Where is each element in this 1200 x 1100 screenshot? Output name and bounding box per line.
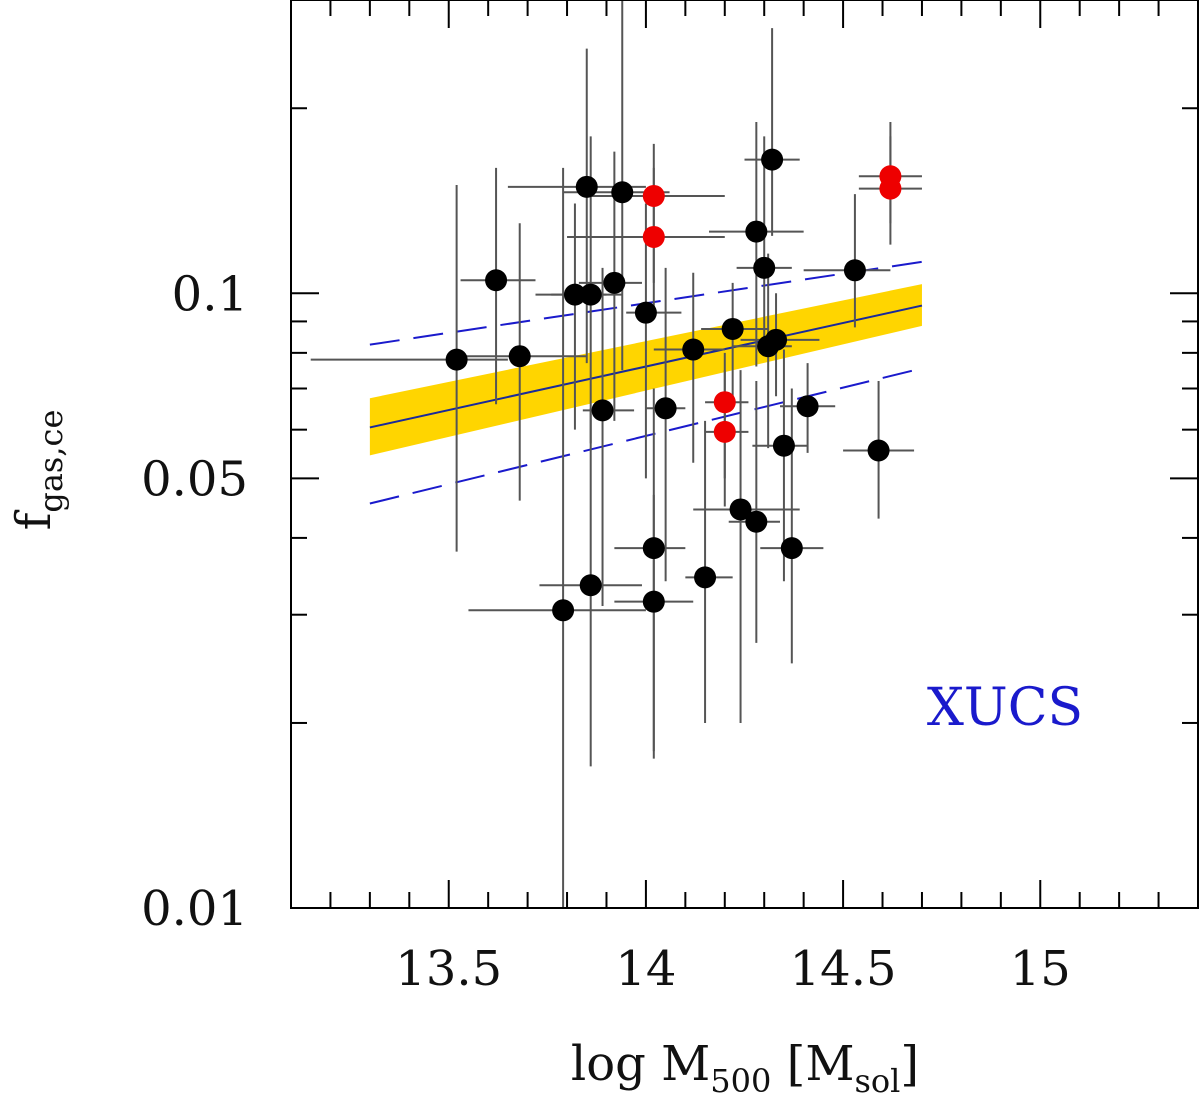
- y-tick-label-2: 0.1: [172, 266, 248, 322]
- data-point-s0-p29: [867, 439, 890, 462]
- x-axis-label-base: log M: [571, 1036, 710, 1092]
- y-tick-label-1: 0.05: [141, 451, 248, 507]
- data-point-s1-p2: [713, 391, 736, 414]
- data-point-s1-p3: [713, 420, 736, 443]
- data-point-s0-p1: [485, 269, 508, 292]
- data-point-s0-p27: [796, 395, 819, 418]
- data-point-s0-p28: [843, 259, 866, 282]
- data-point-s0-p14: [654, 397, 677, 420]
- data-point-s0-p0: [445, 348, 468, 371]
- data-point-s0-p15: [682, 338, 705, 361]
- y-axis-label-sub: gas,ce: [32, 410, 70, 513]
- data-point-s0-p13: [642, 590, 665, 613]
- data-point-s0-p25: [772, 434, 795, 457]
- data-point-s0-p23: [761, 148, 784, 171]
- data-point-s1-p5: [879, 177, 902, 200]
- x-tick-label-0: 13.5: [395, 941, 502, 997]
- annotation-xucs: XUCS: [927, 678, 1083, 738]
- plot-frame: [290, 0, 1199, 909]
- data-point-s0-p4: [563, 283, 586, 306]
- data-point-s0-p11: [634, 301, 657, 324]
- data-point-s0-p8: [591, 399, 614, 422]
- data-point-s0-p3: [552, 599, 575, 622]
- x-axis-label-unit-close: ]: [900, 1036, 919, 1092]
- data-point-s0-p24: [765, 328, 788, 351]
- errorbar-layer: [310, 0, 922, 908]
- data-point-s0-p21: [753, 256, 776, 279]
- ticks-layer: [290, 0, 1199, 908]
- x-axis-label-sub: 500: [710, 1062, 771, 1100]
- data-point-s0-p19: [745, 510, 768, 533]
- data-point-s1-p0: [642, 184, 665, 207]
- x-axis-label: log M500 [Msol]: [571, 1036, 919, 1100]
- data-point-s0-p5: [575, 175, 598, 198]
- points-layer: [445, 148, 902, 622]
- tick-labels-layer: 13.5 14 14.5 15 0.01 0.05 0.1: [141, 266, 1071, 997]
- x-axis-label-unit-open: [M: [771, 1036, 854, 1092]
- data-point-s0-p10: [611, 181, 634, 204]
- data-point-s0-p20: [745, 220, 768, 243]
- data-point-s0-p17: [721, 317, 744, 340]
- data-point-s0-p16: [694, 566, 717, 589]
- x-tick-label-2: 14.5: [790, 941, 897, 997]
- x-axis-label-unit-sub: sol: [854, 1062, 900, 1100]
- data-point-s0-p18: [729, 498, 752, 521]
- data-point-s0-p26: [780, 537, 803, 560]
- x-tick-label-1: 14: [615, 941, 676, 997]
- data-point-s1-p1: [642, 225, 665, 248]
- y-axis-label: fgas,ce: [6, 410, 70, 531]
- data-point-s0-p2: [508, 345, 531, 368]
- y-axis-label-base: f: [6, 509, 62, 530]
- y-tick-label-0: 0.01: [141, 881, 248, 937]
- data-point-s0-p9: [603, 271, 626, 294]
- data-point-s0-p12: [642, 537, 665, 560]
- data-point-s0-p6: [579, 574, 602, 597]
- x-tick-label-3: 15: [1010, 941, 1071, 997]
- data-point-s0-p7: [579, 283, 602, 306]
